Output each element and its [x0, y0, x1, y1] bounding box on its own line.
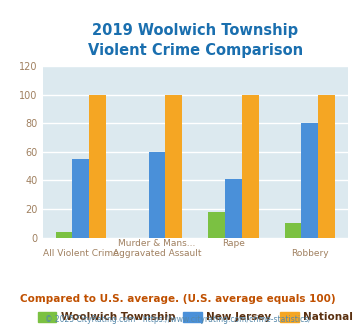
Text: © 2025 CityRating.com - https://www.cityrating.com/crime-statistics/: © 2025 CityRating.com - https://www.city… [45, 315, 310, 324]
Bar [208, 212, 225, 238]
Bar [165, 95, 182, 238]
Text: Robbery: Robbery [291, 249, 328, 258]
Bar [225, 179, 242, 238]
Text: All Violent Crime: All Violent Crime [43, 249, 119, 258]
Bar [56, 232, 72, 238]
Text: Aggravated Assault: Aggravated Assault [113, 249, 201, 258]
Bar [149, 152, 165, 238]
Bar [242, 95, 258, 238]
Text: Compared to U.S. average. (U.S. average equals 100): Compared to U.S. average. (U.S. average … [20, 294, 335, 304]
Bar [301, 123, 318, 238]
Text: Murder & Mans...: Murder & Mans... [119, 239, 196, 248]
Bar [89, 95, 106, 238]
Bar [72, 159, 89, 238]
Bar [285, 223, 301, 238]
Legend: Woolwich Township, New Jersey, National: Woolwich Township, New Jersey, National [34, 308, 355, 327]
Bar [318, 95, 335, 238]
Text: Rape: Rape [222, 239, 245, 248]
Text: 2019 Woolwich Township
Violent Crime Comparison: 2019 Woolwich Township Violent Crime Com… [88, 23, 303, 58]
